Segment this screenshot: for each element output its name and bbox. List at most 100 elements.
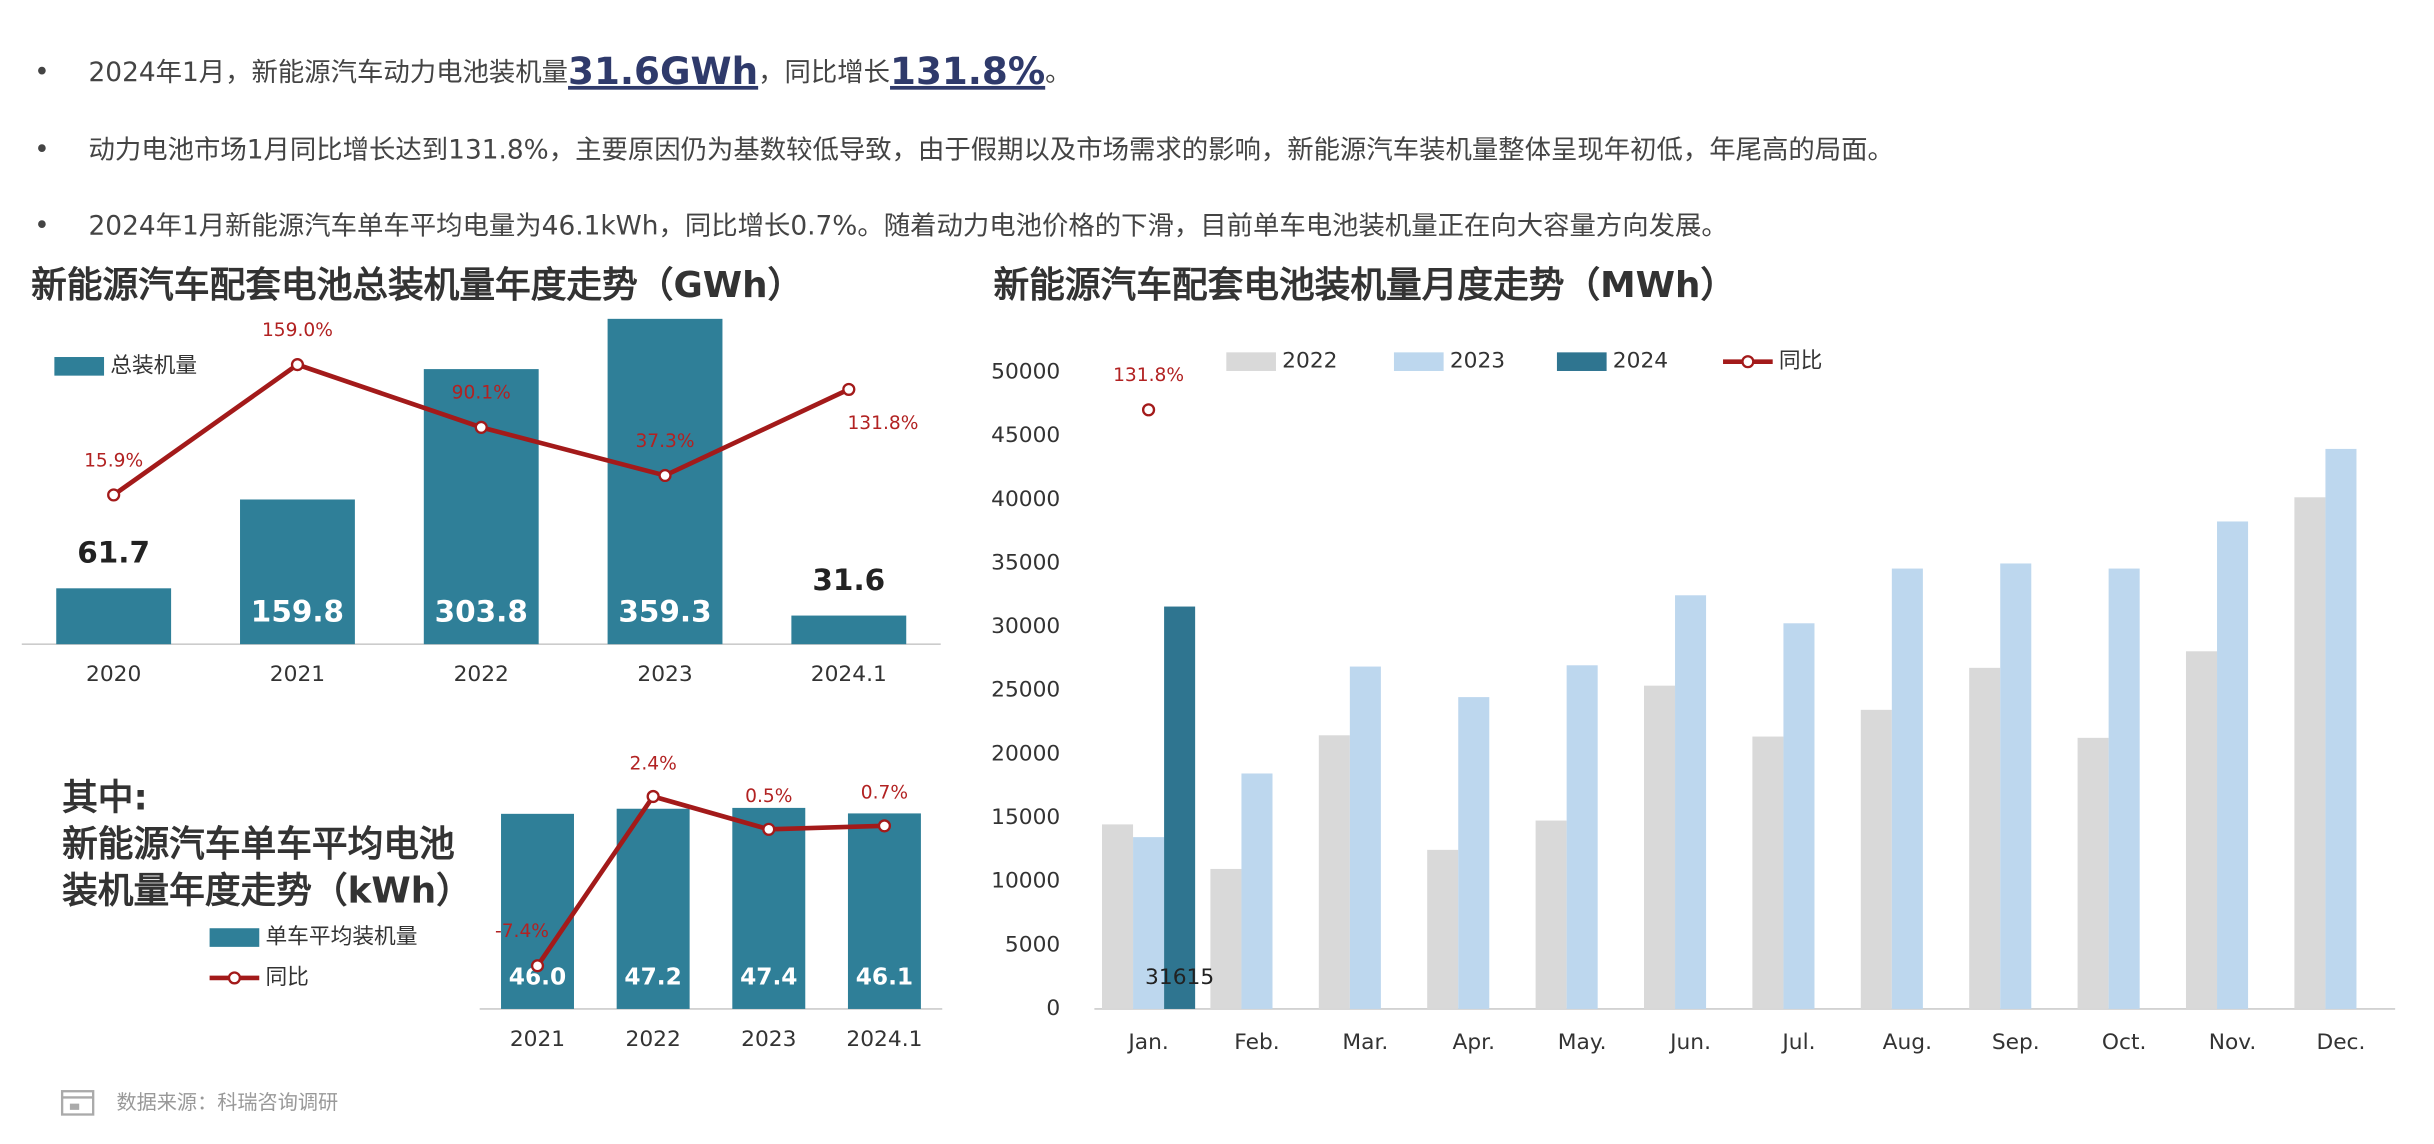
- x-tick-label: Oct.: [2102, 1030, 2146, 1055]
- chart-title: 其中:: [62, 777, 148, 818]
- x-tick-label: 2021: [510, 1027, 565, 1052]
- data-label: 359.3: [618, 595, 711, 629]
- line-point: [107, 488, 121, 502]
- x-tick-label: Sep.: [1992, 1030, 2040, 1055]
- data-label: 31615: [1145, 965, 1214, 990]
- bar: [616, 808, 690, 1009]
- bar: [1535, 820, 1567, 1009]
- line-point: [530, 959, 545, 973]
- data-label: 131.8%: [847, 413, 918, 434]
- x-tick-label: May.: [1558, 1030, 1607, 1055]
- y-tick-label: 40000: [991, 487, 1060, 512]
- x-tick-label: 2023: [637, 662, 692, 687]
- x-tick-label: 2022: [626, 1027, 681, 1052]
- data-label: 31.6: [812, 563, 885, 597]
- source: 数据来源：科瑞咨询调研: [116, 1090, 338, 1114]
- bar: [2325, 448, 2357, 1009]
- legend-swatch: [1393, 352, 1444, 371]
- legend-label: 总装机量: [110, 353, 197, 378]
- bullet-segment: 动力电池市场1月同比增长达到131.8%，主要原因仍为基数较低导致，由于假期以及…: [89, 135, 1894, 165]
- line-point: [762, 822, 776, 836]
- bar: [240, 499, 355, 645]
- bullet-text: 2024年1月，新能源汽车动力电池装机量31.6GWh，同比增长131.8%。: [89, 48, 1072, 92]
- x-tick-label: 2023: [741, 1027, 796, 1052]
- line-point: [842, 382, 856, 397]
- bar: [1969, 667, 2001, 1009]
- x-tick-label: 2021: [270, 662, 325, 687]
- y-tick-label: 15000: [991, 805, 1060, 830]
- bullet-segment: 。: [1045, 57, 1071, 87]
- bar: [1675, 595, 1707, 1009]
- data-label: 159.8: [251, 595, 344, 629]
- data-label: 0.7%: [861, 783, 908, 804]
- data-label: 47.2: [624, 963, 681, 990]
- chart-title: 装机量年度走势（kWh）: [62, 871, 472, 912]
- bar: [2294, 497, 2326, 1009]
- data-label: 37.3%: [635, 431, 694, 452]
- data-label: 2.4%: [630, 753, 677, 774]
- chart-title: 新能源汽车配套电池装机量月度走势（MWh）: [993, 265, 1736, 306]
- x-tick-label: Jan.: [1126, 1030, 1168, 1055]
- legend-label: 2023: [1450, 349, 1505, 374]
- y-tick-label: 0: [1046, 996, 1060, 1021]
- bar: [2217, 521, 2249, 1009]
- legend-swatch: [227, 971, 242, 985]
- line-point: [877, 819, 892, 833]
- line-point: [290, 358, 305, 372]
- y-tick-label: 20000: [991, 741, 1060, 766]
- bar: [847, 813, 921, 1009]
- bar: [1783, 623, 1815, 1009]
- legend-swatch: [209, 928, 260, 947]
- bar: [732, 807, 806, 1009]
- bar: [2108, 568, 2140, 1009]
- bullet-segment: ，同比增长: [758, 57, 890, 87]
- legend-label: 同比: [1779, 349, 1822, 374]
- line-point: [1141, 403, 1156, 417]
- x-tick-label: Dec.: [2316, 1030, 2365, 1055]
- legend-swatch: [1556, 352, 1607, 371]
- source-icon: [60, 1090, 95, 1116]
- bar: [1752, 736, 1784, 1009]
- legend-swatch: [1226, 352, 1276, 371]
- highlight: 31.6GWh: [568, 48, 758, 92]
- x-tick-label: Nov.: [2209, 1030, 2257, 1055]
- legend-label: 同比: [265, 965, 308, 990]
- x-tick-label: 2024.1: [846, 1027, 922, 1052]
- x-tick-label: Mar.: [1342, 1030, 1388, 1055]
- bar: [2000, 563, 2032, 1009]
- bar: [1210, 868, 1242, 1009]
- chart-title: 新能源汽车配套电池总装机量年度走势（GWh）: [31, 265, 803, 306]
- bar: [1241, 773, 1273, 1009]
- line-point: [474, 420, 488, 434]
- x-tick-label: 2022: [454, 662, 509, 687]
- data-label: -7.4%: [495, 921, 549, 942]
- y-tick-label: 10000: [991, 869, 1060, 894]
- bar: [1643, 685, 1676, 1009]
- bar: [1102, 824, 1134, 1009]
- y-tick-label: 50000: [991, 360, 1060, 385]
- line-point: [658, 468, 672, 483]
- bullet-dot: •: [34, 135, 50, 165]
- legend-label: 2024: [1613, 349, 1668, 374]
- bar: [791, 615, 907, 645]
- bar: [1133, 837, 1165, 1009]
- data-label: 46.1: [856, 963, 913, 990]
- chart-title: 新能源汽车单车平均电池: [62, 824, 455, 865]
- highlight: 131.8%: [890, 48, 1045, 92]
- x-tick-label: 2020: [86, 662, 141, 687]
- bullet-segment: 2024年1月，新能源汽车动力电池装机量: [89, 57, 569, 87]
- y-tick-label: 5000: [1005, 932, 1060, 957]
- line: [535, 793, 885, 968]
- legend-swatch: [54, 357, 105, 376]
- bar: [56, 588, 172, 645]
- bar: [1891, 568, 1923, 1009]
- data-label: 303.8: [435, 595, 528, 629]
- bar: [1164, 606, 1196, 1009]
- bullet-text: 2024年1月新能源汽车单车平均电量为46.1kWh，同比增长0.7%。随着动力…: [89, 211, 1728, 241]
- bullet-segment: 2024年1月新能源汽车单车平均电量为46.1kWh，同比增长0.7%。随着动力…: [89, 211, 1728, 241]
- data-label: 131.8%: [1113, 365, 1184, 386]
- data-label: 0.5%: [745, 786, 792, 807]
- bar: [1458, 697, 1490, 1009]
- x-tick-label: Feb.: [1234, 1030, 1279, 1055]
